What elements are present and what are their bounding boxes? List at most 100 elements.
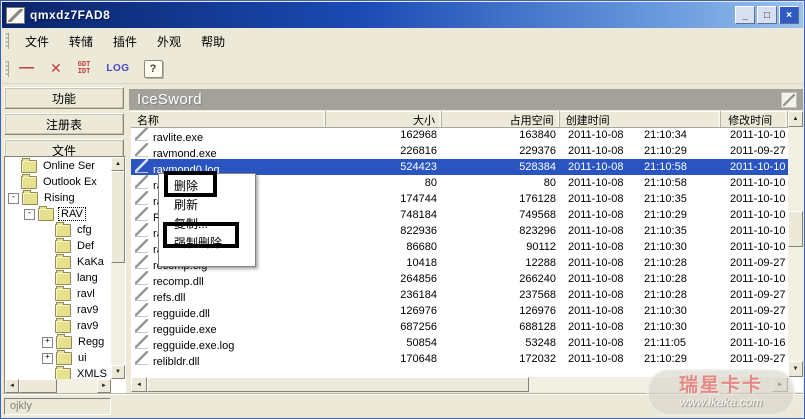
delete-icon[interactable]: ✕ xyxy=(50,60,62,76)
tree-item[interactable]: + Regg xyxy=(5,333,111,350)
open-folder-icon xyxy=(38,205,54,221)
sidebar-button-functions[interactable]: 功能 xyxy=(4,87,124,109)
toolbar-grip[interactable] xyxy=(4,60,9,77)
tree-item[interactable]: ravl xyxy=(5,285,111,302)
menu-dump[interactable]: 转储 xyxy=(69,34,94,49)
table-row[interactable]: regguide.dll 126976 126976 2011-10-08 21:10:… xyxy=(131,302,788,320)
tree-label: ui xyxy=(78,352,87,364)
minimize-button[interactable]: _ xyxy=(735,6,755,24)
list-horizontal-scrollbar[interactable]: ◄ ► xyxy=(131,377,788,392)
menu-plugin[interactable]: 插件 xyxy=(113,34,138,49)
column-header-modified[interactable]: 修改时间 xyxy=(721,111,789,127)
pencil-icon xyxy=(781,92,797,108)
table-row[interactable]: recomp.dll 264856 266240 2011-10-08 21:10:28… xyxy=(131,270,788,288)
table-row[interactable]: regguide.exe 687256 688128 2011-10-08 21:10:… xyxy=(131,318,788,336)
tree-item[interactable]: lang xyxy=(5,269,111,286)
column-header-name[interactable]: 名称 xyxy=(131,111,327,127)
table-row[interactable]: regguide.exe.log 50854 53248 2011-10-08 21:1… xyxy=(131,334,788,352)
list-vertical-scrollbar[interactable]: ▲ ▼ xyxy=(788,111,803,377)
tree-item[interactable]: rav9 xyxy=(5,301,111,318)
scroll-down-icon[interactable]: ▼ xyxy=(111,365,125,379)
modified-date: 2011-09-27 xyxy=(730,257,786,269)
scroll-left-icon[interactable]: ◄ xyxy=(131,377,147,392)
tree-item[interactable]: rav9 xyxy=(5,317,111,334)
scroll-thumb[interactable] xyxy=(147,377,529,392)
context-menu-refresh[interactable]: 刷新 xyxy=(174,198,199,212)
created-date: 2011-10-08 xyxy=(568,337,624,349)
created-date: 2011-10-08 xyxy=(568,177,624,189)
file-space: 237568 xyxy=(519,289,556,301)
table-row[interactable]: ravlite.exe 162968 163840 2011-10-08 21:10:3… xyxy=(131,127,788,144)
expand-icon[interactable]: + xyxy=(42,336,53,348)
title-bar[interactable]: qmxdz7FAD8 _ □ × xyxy=(2,2,803,28)
context-menu-delete[interactable]: 删除 xyxy=(174,179,199,193)
tree-item[interactable]: XMLS xyxy=(5,365,111,379)
tree-horizontal-scrollbar[interactable]: ◄ ► xyxy=(5,379,111,393)
menu-bar: 文件 转储 插件 外观 帮助 xyxy=(2,28,803,54)
scroll-right-icon[interactable]: ► xyxy=(97,379,111,393)
scroll-up-icon[interactable]: ▲ xyxy=(788,111,803,127)
file-size: 264856 xyxy=(400,273,437,285)
tree-item-selected[interactable]: - RAV xyxy=(5,205,111,222)
expand-icon[interactable]: + xyxy=(42,352,53,364)
list-header: 名称 大小 占用空间 创建时间 修改时间 xyxy=(131,111,789,128)
modified-date: 2011-10-10 xyxy=(730,129,786,141)
file-space: 528384 xyxy=(519,161,556,173)
scroll-up-icon[interactable]: ▲ xyxy=(111,157,125,171)
column-header-created[interactable]: 创建时间 xyxy=(560,111,722,127)
tree-item[interactable]: cfg xyxy=(5,221,111,238)
file-icon xyxy=(135,238,148,253)
column-header-space[interactable]: 占用空间 xyxy=(442,111,560,127)
tree-item[interactable]: - Rising xyxy=(5,189,111,206)
scroll-thumb[interactable] xyxy=(788,211,803,247)
collapse-icon[interactable]: - xyxy=(8,192,19,204)
tree-item[interactable]: Online Ser xyxy=(5,157,111,174)
sidebar: 功能 注册表 文件 Online Ser Outlook Ex - Rising … xyxy=(2,83,127,394)
table-row[interactable]: ravmond.exe 226816 229376 2011-10-08 21:10:2… xyxy=(131,142,788,160)
scroll-left-icon[interactable]: ◄ xyxy=(5,379,19,393)
close-button[interactable]: × xyxy=(779,6,799,24)
created-time: 21:10:30 xyxy=(644,321,687,333)
tree-item[interactable]: KaKa xyxy=(5,253,111,270)
scroll-thumb[interactable] xyxy=(111,171,125,263)
collapse-icon[interactable]: - xyxy=(24,208,35,220)
menu-file[interactable]: 文件 xyxy=(25,34,50,49)
table-row[interactable]: relibldr.dll 170648 172032 2011-10-08 21:10:… xyxy=(131,350,788,368)
brand-banner: IceSword xyxy=(129,89,803,110)
file-space: 172032 xyxy=(519,353,556,365)
file-icon xyxy=(135,158,148,173)
menu-help[interactable]: 帮助 xyxy=(201,34,226,49)
tree-item[interactable]: Def xyxy=(5,237,111,254)
created-time: 21:10:30 xyxy=(644,305,687,317)
menu-appearance[interactable]: 外观 xyxy=(157,34,182,49)
column-header-size[interactable]: 大小 xyxy=(326,111,443,127)
file-space: 688128 xyxy=(519,321,556,333)
sidebar-button-registry[interactable]: 注册表 xyxy=(4,113,124,135)
created-date: 2011-10-08 xyxy=(568,321,624,333)
help-icon[interactable]: ? xyxy=(143,59,163,78)
file-icon xyxy=(135,270,148,285)
folder-icon xyxy=(55,253,71,269)
sidebar-button-files[interactable]: 文件 xyxy=(4,139,124,161)
scroll-thumb[interactable] xyxy=(19,379,57,393)
tree-label: Def xyxy=(77,240,95,252)
tree-item[interactable]: Outlook Ex xyxy=(5,173,111,190)
file-size: 748184 xyxy=(400,209,437,221)
created-date: 2011-10-08 xyxy=(568,241,624,253)
menu-grip[interactable] xyxy=(4,33,9,49)
remove-icon[interactable]: — xyxy=(19,59,34,76)
folder-icon xyxy=(21,173,37,189)
tree-item[interactable]: + ui xyxy=(5,349,111,366)
created-date: 2011-10-08 xyxy=(568,145,624,157)
maximize-button[interactable]: □ xyxy=(757,6,777,24)
file-icon xyxy=(135,254,148,269)
table-row[interactable]: refs.dll 236184 237568 2011-10-08 21:10:28 20… xyxy=(131,286,788,304)
log-button[interactable]: LOG xyxy=(106,63,130,74)
tree-vertical-scrollbar[interactable]: ▲ ▼ xyxy=(111,157,125,379)
context-menu: 删除 刷新 复制... 强制删除 xyxy=(158,173,256,267)
scroll-down-icon[interactable]: ▼ xyxy=(788,361,803,377)
table-row-selected[interactable]: ravmond0.log 524423 528384 2011-10-08 21:10:… xyxy=(131,158,788,176)
file-size: 822936 xyxy=(400,225,437,237)
gdt-idt-button[interactable]: GDT IDT xyxy=(78,61,91,76)
created-time: 21:10:30 xyxy=(644,241,687,253)
